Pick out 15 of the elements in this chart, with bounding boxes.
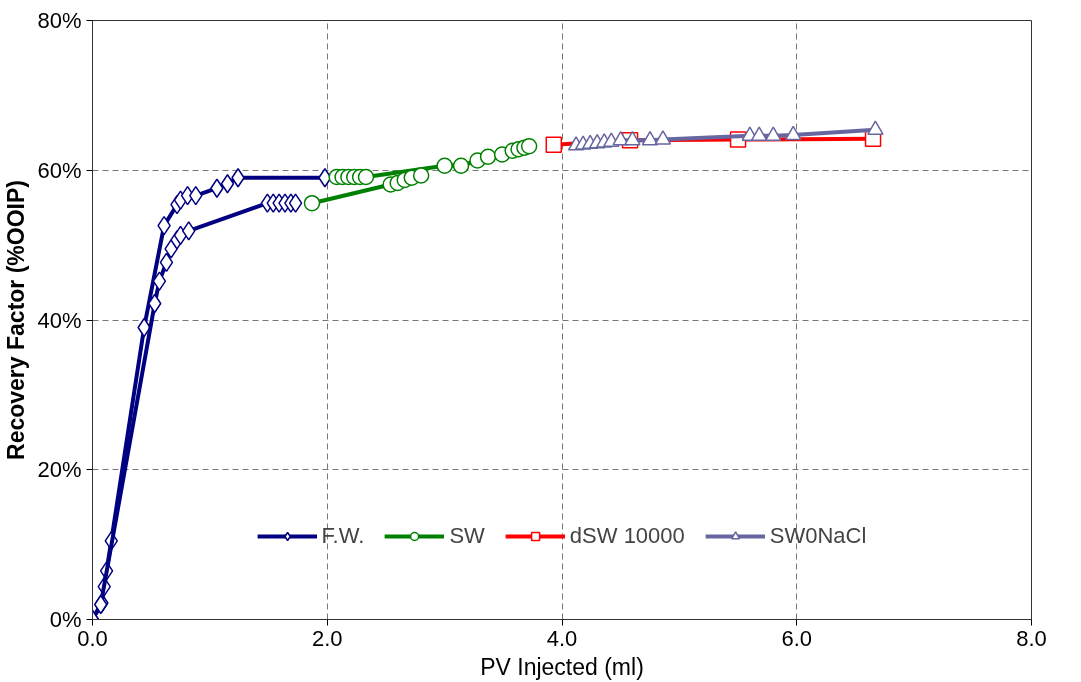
x-axis-title: PV Injected (ml) [480,653,644,680]
x-tick-label: 8.0 [1016,625,1047,651]
legend-label: SW0NaCl [769,523,867,549]
x-tick-label: 2.0 [311,625,343,651]
y-tick-label: 80% [37,8,82,33]
y-tick-label: 20% [37,457,82,483]
legend-label: SW [449,523,485,549]
x-tick-label: 6.0 [781,625,813,651]
x-tick-label: 4.0 [546,625,578,651]
legend-label: dSW 10000 [569,523,685,549]
y-tick-label: 0% [49,607,82,632]
y-axis-title: Recovery Factor (%OOIP) [3,180,30,460]
y-tick-label: 60% [37,157,82,183]
legend-label: F.W. [321,523,365,549]
y-tick-label: 40% [37,307,82,333]
